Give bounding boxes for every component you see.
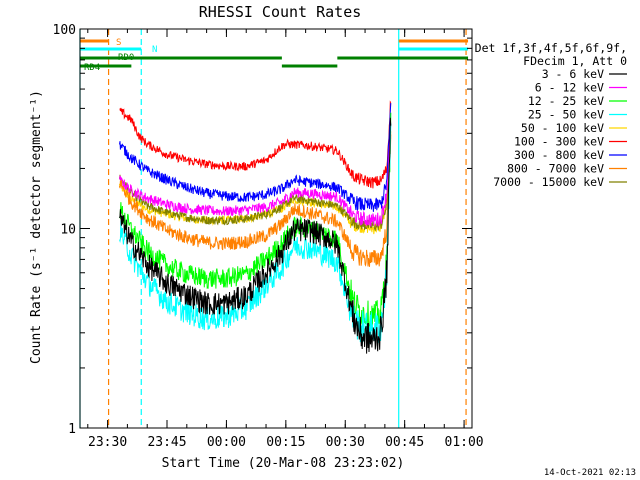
y-axis-label: Count Rate (s⁻¹ detector segment⁻¹)	[29, 90, 44, 364]
x-tick-label-0: 23:30	[88, 435, 127, 450]
x-tick-label-5: 00:45	[385, 435, 424, 450]
series-line-25-50-kev	[119, 123, 392, 345]
series-line-300-800-kev	[119, 103, 392, 212]
flag-label-n: N	[152, 45, 157, 55]
series-line-800-7000-kev	[119, 134, 392, 267]
flag-label-rd0: RD0	[118, 53, 134, 63]
legend-label-8: 7000 - 15000 keV	[493, 175, 604, 189]
flag-bars	[80, 39, 469, 68]
chart-title: RHESSI Count Rates	[199, 3, 362, 21]
legend-label-1: 6 - 12 keV	[535, 81, 604, 95]
series-line-7000-15000-kev	[119, 136, 392, 232]
y-tick-label-2: 100	[53, 23, 76, 38]
legend-label-0: 3 - 6 keV	[542, 67, 604, 81]
series-line-6-12-kev	[119, 124, 392, 227]
legend-label-4: 50 - 100 keV	[521, 121, 604, 135]
legend-header-detectors: Det 1f,3f,4f,5f,6f,9f,	[475, 41, 627, 55]
flag-label-s: S	[116, 38, 121, 48]
x-tick-label-4: 00:30	[326, 435, 365, 450]
x-tick-label-2: 00:00	[207, 435, 246, 450]
legend-label-6: 300 - 800 keV	[514, 148, 604, 162]
y-tick-label-1: 10	[60, 223, 76, 238]
series-line-12-25-kev	[119, 112, 392, 331]
series-line-100-300-kev	[119, 100, 392, 189]
legend-label-2: 12 - 25 keV	[528, 94, 604, 108]
legend-header-decimation: FDecim 1, Att 0	[523, 54, 627, 68]
x-axis-label: Start Time (20-Mar-08 23:23:02)	[162, 456, 405, 471]
x-tick-label-3: 00:15	[266, 435, 305, 450]
legend-label-3: 25 - 50 keV	[528, 108, 604, 122]
x-tick-label-6: 01:00	[445, 435, 484, 450]
axes: 23:30 23:45 00:00 00:15 00:30 00:45 01:00 1 10 10…	[53, 23, 484, 450]
y-tick-label-0: 1	[68, 422, 76, 437]
series-lines	[119, 100, 392, 354]
legend-label-5: 100 - 300 keV	[514, 135, 604, 149]
legend-label-7: 800 - 7000 keV	[507, 162, 604, 176]
x-tick-label-1: 23:45	[147, 435, 186, 450]
timestamp: 14-Oct-2021 02:13	[544, 468, 636, 478]
series-line-3-6-kev	[119, 117, 392, 354]
flag-label-rd4: RD4	[84, 63, 100, 73]
